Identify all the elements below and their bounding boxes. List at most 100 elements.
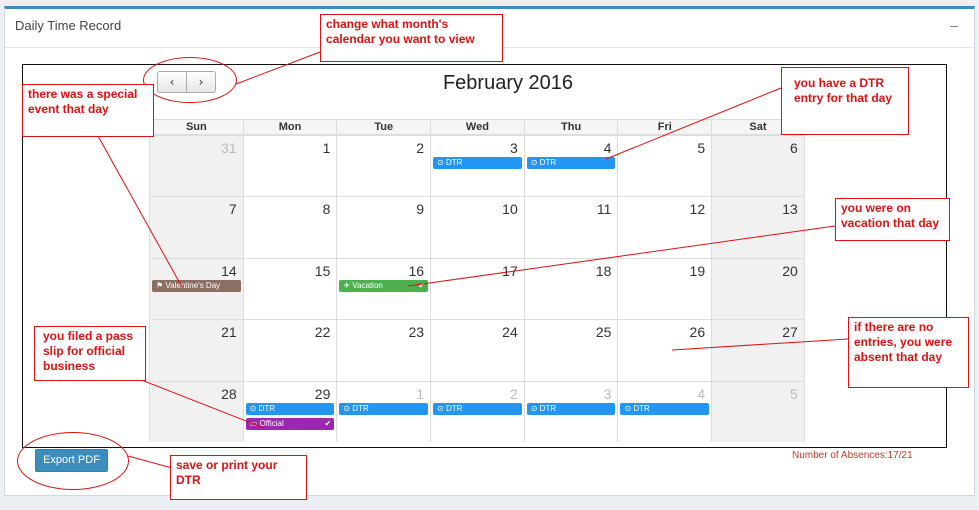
weekday-mon: Mon	[242, 119, 337, 135]
weekday-sun: Sun	[149, 119, 243, 135]
dtr-event[interactable]: ⊙ DTR	[339, 402, 429, 415]
day-cell[interactable]: 25	[523, 319, 618, 381]
day-cell[interactable]: 2	[336, 135, 431, 197]
check-icon: ✔	[324, 418, 332, 428]
annotation-special-event: there was a special event that day	[22, 84, 154, 137]
day-cell[interactable]: 4 ⊙ DTR	[617, 380, 712, 442]
day-cell[interactable]: 11	[523, 196, 618, 258]
day-number: 5	[790, 385, 798, 402]
day-cell[interactable]: 9	[336, 196, 431, 258]
event-label: ⊙ DTR	[249, 403, 276, 413]
day-cell[interactable]: 22	[242, 319, 337, 381]
day-cell[interactable]: 31	[149, 135, 243, 197]
day-cell[interactable]: 29 ⊙ DTR ▭ Official ✔	[242, 380, 337, 442]
dtr-event[interactable]: ⊙ DTR	[245, 402, 335, 415]
dtr-event[interactable]: ⊙ DTR	[433, 402, 522, 415]
day-cell[interactable]: 3 ⊙ DTR	[523, 380, 618, 442]
day-cell[interactable]: 16 ✈ Vacation ✔	[336, 257, 431, 320]
day-cell[interactable]: 10	[430, 196, 524, 258]
day-cell[interactable]: 27	[711, 319, 805, 381]
weekday-tue: Tue	[336, 119, 431, 135]
day-number: 3	[509, 140, 518, 156]
day-number: 5	[697, 140, 706, 156]
calendar-week: 14 ⚑ Valentine's Day 15 16 ✈ Vacation ✔ 17 18 19…	[149, 257, 805, 320]
day-cell[interactable]: 13	[711, 196, 805, 258]
event-label: ⊙ DTR	[530, 403, 557, 413]
day-cell[interactable]: 1 ⊙ DTR	[336, 380, 431, 442]
weekday-thu: Thu	[523, 119, 618, 135]
day-cell[interactable]: 24	[430, 319, 524, 381]
day-number: 23	[408, 324, 425, 341]
day-cell[interactable]: 19	[617, 257, 712, 320]
event-label: ⊙ DTR	[624, 403, 650, 413]
calendar-week: 31 1 2 3 ⊙ DTR 4 ⊙ DTR 5 6	[149, 135, 805, 197]
day-number: 18	[595, 262, 612, 279]
annotation-dtr-entry: you have a DTR entry for that day	[781, 67, 909, 135]
annotation-pass-slip: you filed a pass slip for official busin…	[34, 326, 146, 381]
day-number: 26	[689, 324, 706, 341]
dtr-event[interactable]: ⊙ DTR	[526, 157, 616, 169]
day-number: 22	[314, 324, 331, 341]
event-label: ✈ Vacation	[343, 280, 383, 290]
day-cell[interactable]: 7	[149, 196, 243, 258]
day-cell[interactable]: 18	[523, 257, 618, 320]
day-number: 19	[689, 262, 706, 279]
event-label: ⊙ DTR	[437, 403, 463, 413]
day-cell[interactable]: 12	[617, 196, 712, 258]
day-number: 13	[782, 201, 798, 218]
day-cell[interactable]: 17	[430, 257, 524, 320]
day-number: 24	[502, 324, 518, 341]
day-number: 20	[782, 262, 798, 279]
holiday-event[interactable]: ⚑ Valentine's Day	[152, 279, 241, 292]
day-number: 7	[228, 201, 237, 218]
day-cell[interactable]: 4 ⊙ DTR	[523, 135, 618, 197]
dtr-event[interactable]: ⊙ DTR	[620, 402, 710, 415]
day-number: 1	[322, 140, 331, 156]
day-number: 12	[689, 201, 706, 218]
day-number: 6	[790, 140, 798, 156]
day-number: 4	[603, 140, 612, 156]
month-title: February 2016	[442, 72, 574, 94]
day-number: 10	[502, 201, 518, 218]
day-cell[interactable]: 6	[711, 135, 805, 197]
day-number: 27	[782, 324, 798, 341]
day-number: 21	[221, 324, 237, 341]
day-number: 14	[221, 262, 237, 279]
vacation-event[interactable]: ✈ Vacation ✔	[339, 279, 429, 292]
annotation-month-nav: change what month's calendar you want to…	[320, 14, 503, 62]
day-number: 3	[603, 385, 612, 402]
calendar-week: 21 22 23 24 25 26 27	[149, 319, 805, 381]
event-label: ⊙ DTR	[530, 158, 557, 167]
day-cell[interactable]: 23	[336, 319, 431, 381]
day-cell[interactable]: 20	[711, 257, 805, 320]
day-cell[interactable]: 1	[242, 135, 337, 197]
day-number: 25	[595, 324, 612, 341]
day-cell[interactable]: 2 ⊙ DTR	[430, 380, 524, 442]
day-cell[interactable]: 21	[149, 319, 243, 381]
day-cell[interactable]: 3 ⊙ DTR	[430, 135, 524, 197]
annotation-export: save or print your DTR	[170, 455, 307, 500]
event-label: ⊙ DTR	[437, 158, 463, 167]
day-cell[interactable]: 28	[149, 380, 243, 442]
day-cell[interactable]: 5	[711, 380, 805, 442]
annotation-vacation: you were on vacation that day	[835, 198, 950, 241]
day-number: 11	[596, 201, 612, 218]
official-event[interactable]: ▭ Official ✔	[245, 417, 335, 430]
day-cell[interactable]: 8	[242, 196, 337, 258]
day-number: 29	[314, 385, 331, 402]
day-number: 15	[314, 262, 331, 279]
panel-title: Daily Time Record	[15, 18, 122, 33]
dtr-event[interactable]: ⊙ DTR	[526, 402, 616, 415]
day-cell[interactable]: 14 ⚑ Valentine's Day	[149, 257, 243, 320]
event-label: ⚑ Valentine's Day	[156, 280, 221, 290]
nav-highlight-oval	[143, 57, 237, 103]
event-label: ⊙ DTR	[343, 403, 369, 413]
day-cell[interactable]: 15	[242, 257, 337, 320]
export-highlight-oval	[17, 432, 129, 490]
calendar-week: 7 8 9 10 11 12 13	[149, 196, 805, 258]
dtr-event[interactable]: ⊙ DTR	[433, 157, 522, 169]
day-cell[interactable]: 26	[617, 319, 712, 381]
minimize-icon[interactable]: –	[950, 17, 958, 33]
calendar-weeks: 31 1 2 3 ⊙ DTR 4 ⊙ DTR 5 6 7 8 9 10 11 12 13 14 ⚑ Valenti…	[149, 135, 805, 442]
